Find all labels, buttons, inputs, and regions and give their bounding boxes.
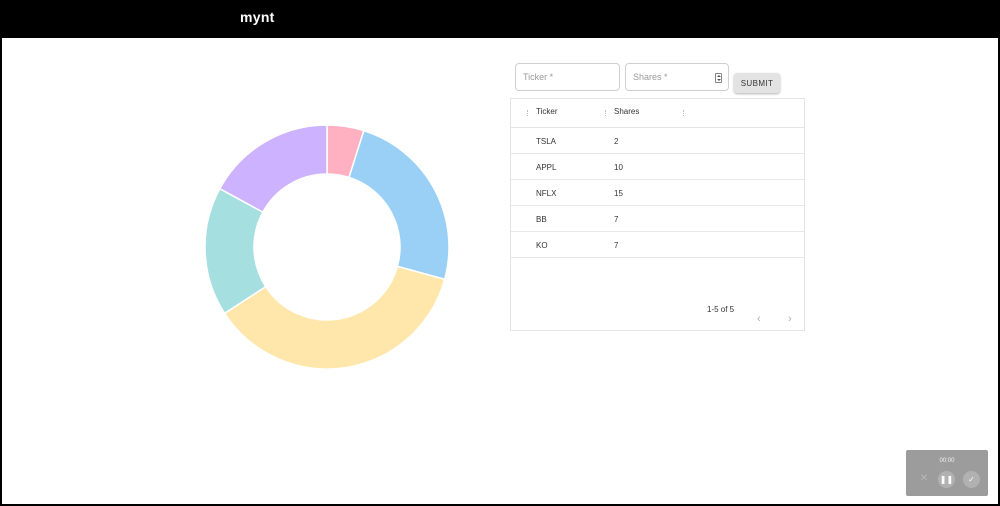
close-icon[interactable]: ✕: [919, 473, 929, 484]
donut-slice-ko[interactable]: [218, 124, 328, 214]
table-header: Ticker Shares: [511, 99, 804, 128]
pagination-label: 1-5 of 5: [707, 305, 735, 314]
shares-cell: 2: [614, 137, 619, 146]
shares-cell: 7: [614, 241, 619, 250]
recording-widget: 00:00 ✕ ❚❚ ✓: [906, 450, 988, 496]
ticker-input[interactable]: [516, 64, 619, 90]
chevron-right-icon[interactable]: ›: [788, 313, 792, 325]
shares-cell: 15: [614, 189, 623, 198]
table-row[interactable]: TSLA 2: [511, 128, 804, 154]
app-bar: mynt: [0, 0, 1000, 38]
recording-time: 00:00: [939, 458, 955, 464]
ticker-cell: APPL: [536, 163, 557, 172]
ticker-field[interactable]: [515, 63, 620, 91]
column-header-ticker[interactable]: Ticker: [536, 107, 558, 116]
holdings-donut-chart: [204, 124, 450, 370]
chevron-left-icon[interactable]: ‹: [757, 313, 761, 325]
check-icon[interactable]: ✓: [963, 471, 980, 488]
shares-input[interactable]: [626, 64, 728, 90]
table-row[interactable]: BB 7: [511, 206, 804, 232]
shares-cell: 10: [614, 163, 623, 172]
table-row[interactable]: KO 7: [511, 232, 804, 258]
column-separator[interactable]: [605, 110, 607, 116]
ticker-cell: NFLX: [536, 189, 557, 198]
submit-button[interactable]: SUBMIT: [734, 73, 780, 93]
column-separator[interactable]: [527, 110, 529, 116]
donut-slice-appl[interactable]: [348, 129, 450, 281]
table-row[interactable]: APPL 10: [511, 154, 804, 180]
table-row[interactable]: NFLX 15: [511, 180, 804, 206]
ticker-cell: TSLA: [536, 137, 557, 146]
shares-field[interactable]: [625, 63, 729, 91]
number-spinner-icon[interactable]: [715, 73, 722, 83]
donut-slice-nflx[interactable]: [223, 265, 446, 370]
holdings-table: Ticker Shares TSLA 2 APPL 10 NFLX 15 BB …: [510, 98, 805, 331]
pause-icon[interactable]: ❚❚: [938, 471, 955, 488]
app-title: mynt: [240, 9, 275, 25]
column-separator[interactable]: [683, 110, 685, 116]
ticker-cell: BB: [536, 215, 547, 224]
column-header-shares[interactable]: Shares: [614, 107, 640, 116]
shares-cell: 7: [614, 215, 619, 224]
ticker-cell: KO: [536, 241, 548, 250]
